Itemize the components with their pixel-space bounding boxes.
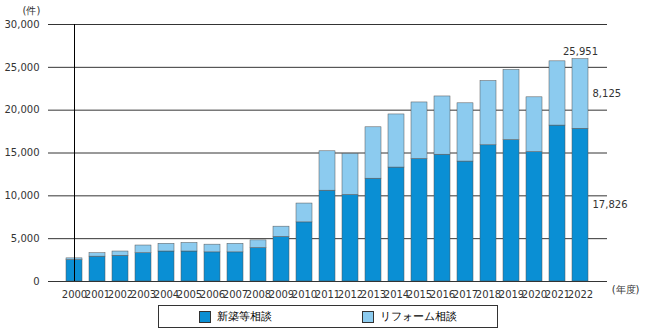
svg-text:(年度): (年度) <box>612 284 640 295</box>
svg-text:2003: 2003 <box>131 289 156 300</box>
svg-text:2004: 2004 <box>154 289 179 300</box>
svg-text:2001: 2001 <box>85 289 110 300</box>
svg-text:2014: 2014 <box>384 289 409 300</box>
svg-text:(件): (件) <box>23 5 41 16</box>
svg-text:20,000: 20,000 <box>5 104 40 115</box>
html-text:新築等相談: 新築等相談 <box>216 310 272 323</box>
svg-text:8,125: 8,125 <box>593 88 622 99</box>
svg-text:2009: 2009 <box>269 289 294 300</box>
svg-text:30,000: 30,000 <box>5 19 40 30</box>
svg-text:2016: 2016 <box>430 289 455 300</box>
svg-text:2007: 2007 <box>223 289 248 300</box>
svg-text:25,000: 25,000 <box>5 62 40 73</box>
svg-text:2020: 2020 <box>522 289 547 300</box>
svg-text:2008: 2008 <box>246 289 271 300</box>
svg-text:2017: 2017 <box>453 289 478 300</box>
svg-text:0: 0 <box>33 276 39 287</box>
svg-text:2013: 2013 <box>361 289 386 300</box>
svg-text:10,000: 10,000 <box>5 190 40 201</box>
svg-text:17,826: 17,826 <box>593 199 628 210</box>
svg-text:5,000: 5,000 <box>11 233 40 244</box>
svg-text:2011: 2011 <box>315 289 340 300</box>
svg-text:2002: 2002 <box>108 289 133 300</box>
svg-text:2006: 2006 <box>200 289 225 300</box>
svg-text:2021: 2021 <box>545 289 570 300</box>
svg-text:15,000: 15,000 <box>5 147 40 158</box>
svg-text:2010: 2010 <box>292 289 317 300</box>
html-text:リフォーム相談: リフォーム相談 <box>379 310 457 323</box>
svg-text:2012: 2012 <box>338 289 363 300</box>
svg-text:2019: 2019 <box>499 289 524 300</box>
svg-text:2015: 2015 <box>407 289 432 300</box>
svg-text:2018: 2018 <box>476 289 501 300</box>
svg-text:25,951: 25,951 <box>563 46 598 57</box>
svg-text:2005: 2005 <box>177 289 202 300</box>
svg-text:2022: 2022 <box>568 289 593 300</box>
svg-text:2000: 2000 <box>62 289 87 300</box>
